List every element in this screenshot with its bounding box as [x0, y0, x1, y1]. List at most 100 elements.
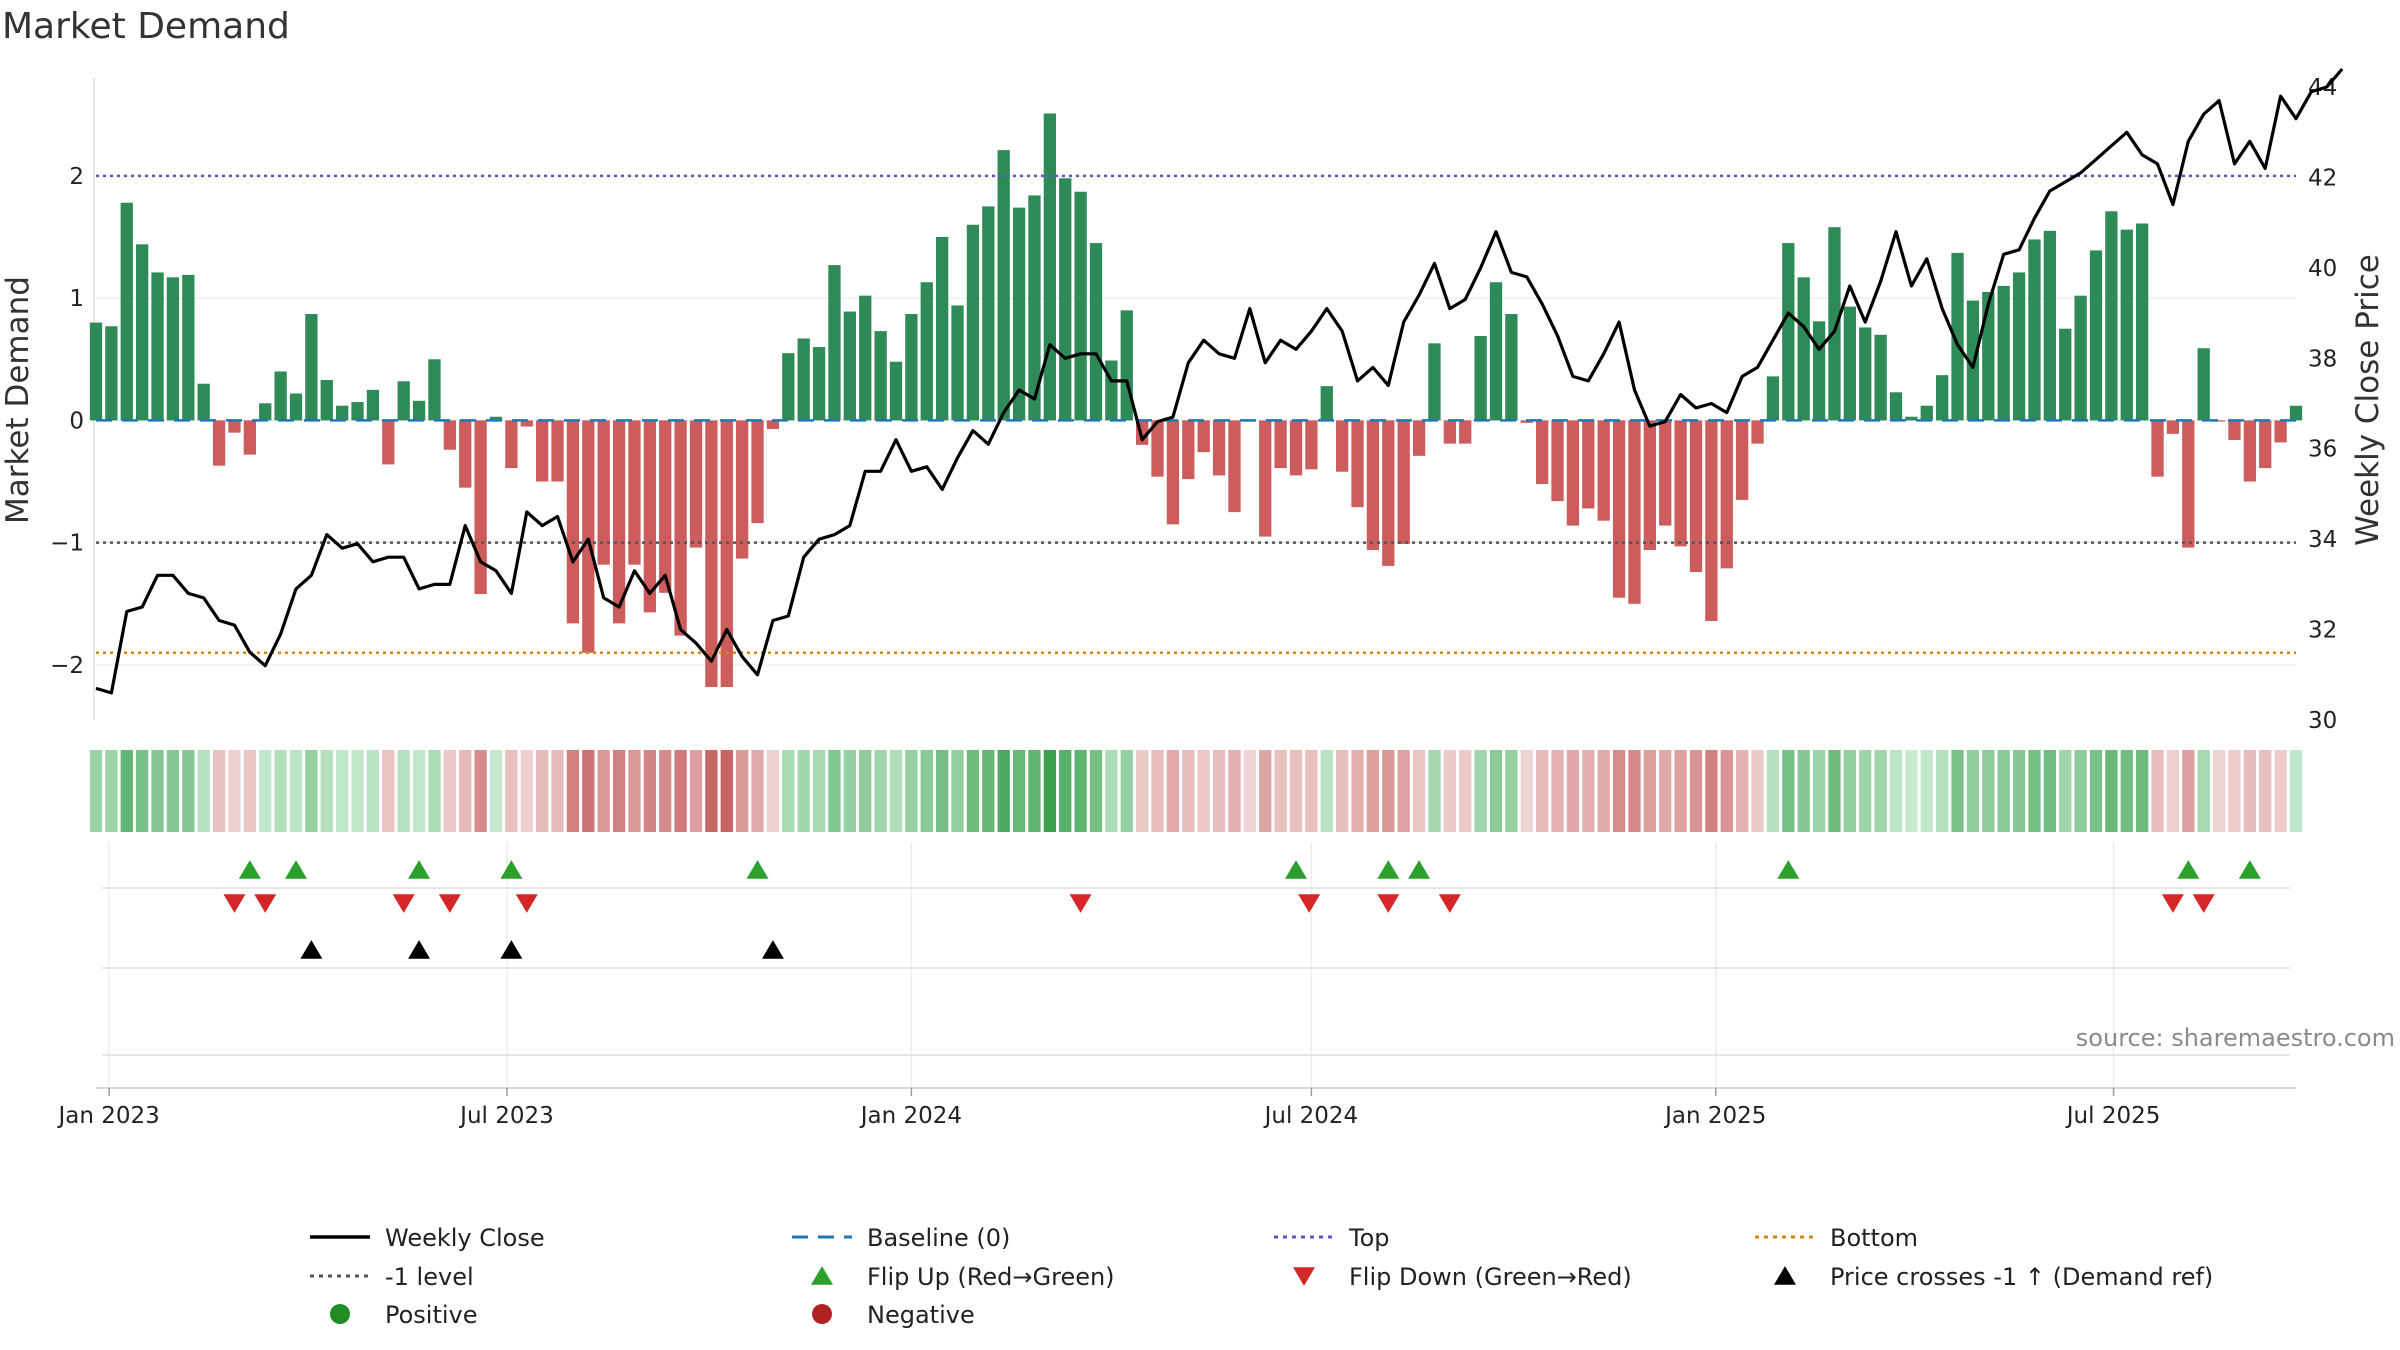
- heat-cell: [2043, 750, 2056, 832]
- demand-bar-positive: [2289, 405, 2303, 421]
- demand-bar-positive: [1782, 243, 1795, 421]
- heat-cell: [2028, 750, 2041, 832]
- y-tick-right: 36: [2308, 437, 2337, 463]
- legend-item: Weekly Close: [310, 1224, 545, 1252]
- flip-down-marker: [2192, 894, 2215, 913]
- heat-cell: [382, 750, 395, 832]
- y-tick-right: 38: [2308, 346, 2337, 372]
- heat-cell: [412, 750, 426, 832]
- heat-cell: [1859, 750, 1872, 832]
- demand-bar-positive: [1951, 252, 1964, 421]
- x-tick-label: Jul 2025: [2065, 1103, 2161, 1129]
- heat-cell: [336, 750, 349, 832]
- heat-cell: [1566, 750, 1580, 832]
- heat-cell: [2059, 750, 2072, 832]
- demand-bar-positive: [1105, 360, 1118, 421]
- heat-cell: [474, 750, 487, 832]
- heat-cell: [1628, 750, 1641, 832]
- flip-up-marker: [1777, 860, 1800, 879]
- heat-cell: [982, 750, 995, 832]
- y-axis-label-right: Weekly Close Price: [2350, 254, 2386, 546]
- flip-down-marker: [1069, 894, 1092, 913]
- heat-cell: [674, 750, 687, 832]
- demand-bar-positive: [1812, 321, 1826, 421]
- heat-cell: [428, 750, 441, 832]
- heat-cell: [889, 750, 903, 832]
- heat-cell: [1551, 750, 1564, 832]
- heat-cell: [2012, 750, 2026, 832]
- heat-cell: [212, 750, 226, 832]
- demand-bar-negative: [659, 420, 672, 593]
- heat-cell: [797, 750, 810, 832]
- demand-bar-negative: [2243, 420, 2256, 482]
- demand-bar-positive: [2105, 211, 2118, 421]
- heat-cell: [859, 750, 872, 832]
- demand-bar-positive: [1797, 277, 1810, 421]
- heat-cell: [1228, 750, 1241, 832]
- demand-bar-negative: [766, 420, 780, 429]
- x-tick-label: Jul 2024: [1263, 1103, 1359, 1129]
- demand-bar-negative: [474, 420, 487, 595]
- heat-cell: [1782, 750, 1795, 832]
- heat-cell: [289, 750, 303, 832]
- demand-bar-positive: [1966, 300, 1980, 421]
- heat-cell: [2243, 750, 2256, 832]
- demand-bar-negative: [751, 420, 764, 524]
- legend-label: Negative: [867, 1301, 975, 1329]
- demand-bar-negative: [1674, 420, 1687, 547]
- demand-bar-negative: [705, 420, 718, 687]
- demand-bar-positive: [2120, 229, 2133, 421]
- demand-bar-positive: [797, 338, 810, 421]
- heat-cell: [443, 750, 456, 832]
- price-cross-marker: [300, 940, 323, 959]
- flip-up-marker: [1285, 860, 1307, 879]
- demand-bar-negative: [1582, 420, 1595, 509]
- demand-bar-negative: [1659, 420, 1672, 526]
- flip-up-marker: [285, 860, 307, 879]
- heat-cell: [1197, 750, 1210, 832]
- heat-cell: [1843, 750, 1856, 832]
- demand-bar-negative: [1720, 420, 1733, 569]
- demand-bar-negative: [212, 420, 226, 466]
- heat-cell: [166, 750, 180, 832]
- heat-cell: [2274, 750, 2287, 832]
- demand-bar-negative: [382, 420, 395, 465]
- flip-up-marker: [1408, 860, 1431, 879]
- heat-cell: [1766, 750, 1780, 832]
- heat-cell: [566, 750, 580, 832]
- legend-label: Flip Down (Green→Red): [1349, 1263, 1632, 1291]
- demand-bar-positive: [197, 383, 210, 421]
- demand-bar-negative: [566, 420, 580, 624]
- demand-bar-positive: [2136, 223, 2149, 421]
- legend: Weekly Close Baseline (0) Top Bottom -1 leve…: [310, 1224, 2213, 1329]
- demand-bar-negative: [1612, 420, 1626, 598]
- legend-label: Weekly Close: [385, 1224, 545, 1252]
- demand-bar-negative: [1259, 420, 1272, 537]
- flip-down-marker: [392, 894, 415, 913]
- flip-up-marker: [746, 860, 769, 879]
- heat-cell: [1028, 750, 1041, 832]
- legend-swatch-triangle: [811, 1266, 833, 1285]
- heat-cell: [1166, 750, 1180, 832]
- legend-label: Baseline (0): [867, 1224, 1010, 1252]
- heat-cell: [1966, 750, 1980, 832]
- demand-bar-positive: [397, 381, 410, 421]
- heat-cell: [1720, 750, 1733, 832]
- heat-cell: [2289, 750, 2303, 832]
- legend-label: -1 level: [385, 1263, 474, 1291]
- heat-cell: [2259, 750, 2272, 832]
- heat-cell: [782, 750, 795, 832]
- heat-cell: [2228, 750, 2241, 832]
- heat-cell: [182, 750, 195, 832]
- heat-cell: [1505, 750, 1518, 832]
- heat-cell: [1982, 750, 1995, 832]
- heat-cell: [1520, 750, 1533, 832]
- demand-bar-positive: [320, 380, 333, 421]
- demand-bar-negative: [1274, 420, 1287, 469]
- heat-cell: [1105, 750, 1118, 832]
- heat-cell: [1751, 750, 1764, 832]
- demand-bar-positive: [151, 272, 164, 421]
- demand-bar-negative: [612, 420, 626, 624]
- heat-cell: [1305, 750, 1318, 832]
- demand-bar-negative: [551, 420, 564, 482]
